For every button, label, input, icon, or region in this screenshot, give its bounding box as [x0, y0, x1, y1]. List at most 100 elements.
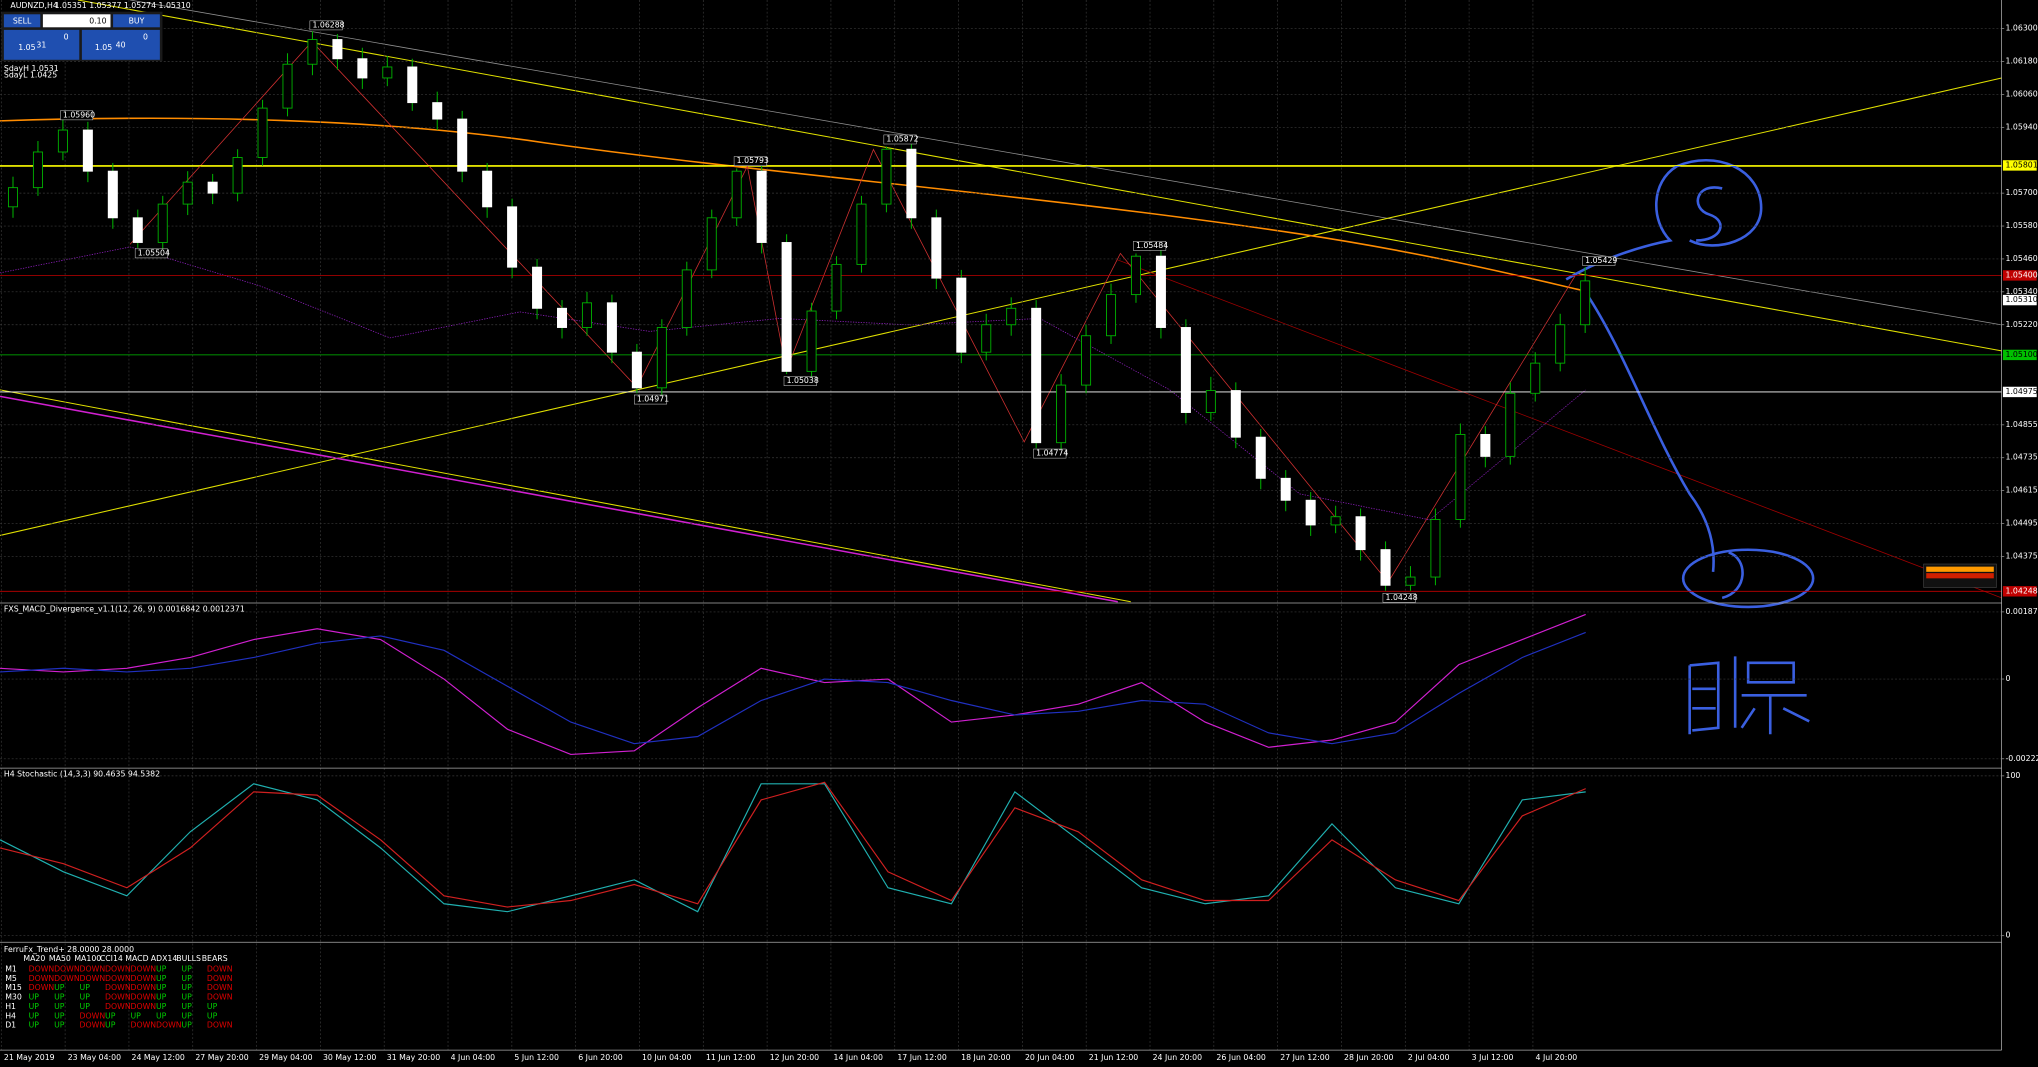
- handwriting: [1565, 158, 1763, 281]
- trend-cell: UP: [156, 974, 167, 983]
- pivot-label: 1.05038: [787, 376, 819, 385]
- trend-cell: UP: [181, 974, 192, 983]
- trend-cell: DOWN: [105, 974, 131, 983]
- x-tick-label: 30 May 12:00: [323, 1053, 376, 1062]
- x-tick-label: 28 Jun 20:00: [1344, 1053, 1393, 1062]
- trend-cell: UP: [156, 993, 167, 1002]
- sell-button[interactable]: [3, 14, 41, 28]
- buy-sup: 0: [143, 33, 148, 42]
- pivot-label: 1.04971: [637, 395, 669, 404]
- trend-line: [0, 77, 2002, 536]
- column-header: BULLS: [176, 954, 201, 963]
- trend-cell: DOWN: [105, 965, 131, 974]
- candle-body: [1155, 255, 1166, 328]
- x-tick-label: 24 Jun 20:00: [1153, 1053, 1202, 1062]
- lot-input[interactable]: [42, 14, 111, 28]
- x-tick-label: 3 Jul 12:00: [1472, 1053, 1514, 1062]
- candle-body: [1031, 307, 1042, 444]
- pivot-box: [309, 20, 343, 31]
- candle-body: [32, 151, 43, 189]
- y-tick-label: 1.04735: [2006, 453, 2038, 462]
- column-header: MA50: [49, 954, 71, 963]
- y-tick-label: 1.05460: [2006, 254, 2038, 263]
- candle-body: [7, 187, 19, 208]
- y-tick-label: 1.06060: [2006, 89, 2038, 98]
- row-label: D1: [5, 1021, 16, 1030]
- trend-cell: DOWN: [130, 1021, 156, 1030]
- level-box: [2002, 349, 2037, 361]
- candle-body: [1006, 307, 1017, 326]
- pivot-label: 1.05504: [138, 248, 170, 257]
- column-header: MA20: [23, 954, 45, 963]
- trend-cell: DOWN: [207, 974, 233, 983]
- trend-cell: UP: [29, 1021, 40, 1030]
- indicator-line: [0, 783, 1586, 913]
- candle-body: [132, 217, 143, 243]
- candle-body: [906, 148, 917, 219]
- y-tick-label: 0: [2006, 931, 2011, 940]
- pivot-label: 1.04248: [1386, 593, 1418, 602]
- pivot-label: 1.05960: [63, 110, 95, 119]
- candle-body: [1355, 516, 1366, 551]
- y-tick-label: 1.05700: [2006, 188, 2038, 197]
- candle-body: [1106, 294, 1117, 337]
- x-tick-label: 6 Jun 20:00: [578, 1053, 623, 1062]
- level-box: [2002, 270, 2037, 281]
- pivot-box: [1582, 256, 1616, 266]
- info-bar: [1926, 566, 1994, 572]
- trend-cell: DOWN: [156, 1021, 182, 1030]
- pivot-box: [733, 156, 767, 166]
- trend-cell: DOWN: [130, 1002, 156, 1011]
- candle-body: [981, 324, 992, 353]
- info-bar: [1926, 573, 1994, 579]
- candle-body: [1555, 324, 1566, 364]
- handwriting: [1688, 551, 1810, 735]
- sell-big: 31: [36, 40, 46, 49]
- trend-cell: UP: [156, 1002, 167, 1011]
- pivot-label: 1.05793: [737, 156, 769, 165]
- candle-body: [1130, 255, 1141, 296]
- trend-cell: UP: [156, 1011, 167, 1020]
- candle-body: [1530, 362, 1541, 394]
- x-tick-label: 4 Jun 04:00: [451, 1053, 496, 1062]
- panel-title: H4 Stochastic (14,3,3) 90.4635 94.5382: [4, 770, 160, 779]
- level-label: 1.04248: [2006, 586, 2038, 595]
- y-tick-label: 1.05340: [2006, 287, 2038, 296]
- trend-cell: UP: [181, 993, 192, 1002]
- trend-cell: UP: [181, 1021, 192, 1030]
- buy-label: BUY: [129, 16, 145, 25]
- x-tick-label: 21 Jun 12:00: [1089, 1053, 1138, 1062]
- x-tick-label: 26 Jun 04:00: [1216, 1053, 1265, 1062]
- sell-sup: 0: [64, 33, 69, 42]
- y-tick-label: 1.04495: [2006, 519, 2038, 528]
- buy-price[interactable]: [81, 29, 160, 60]
- y-tick-label: 1.04615: [2006, 486, 2038, 495]
- trend-cell: DOWN: [207, 1021, 233, 1030]
- level-box: [2002, 160, 2037, 171]
- trend-cell: UP: [54, 983, 65, 992]
- trend-cell: UP: [181, 1011, 192, 1020]
- sell-price[interactable]: [3, 29, 80, 60]
- x-tick-label: 11 Jun 12:00: [706, 1053, 755, 1062]
- column-header: ADX14: [151, 954, 178, 963]
- candle-body: [207, 181, 218, 194]
- buy-button[interactable]: [113, 14, 160, 28]
- pivot-label: 1.05429: [1585, 256, 1617, 265]
- column-header: CCI14: [100, 954, 123, 963]
- column-header: MACD: [125, 954, 148, 963]
- candle-body: [931, 217, 942, 279]
- trend-cell: UP: [105, 1011, 116, 1020]
- x-tick-label: 27 May 20:00: [195, 1053, 248, 1062]
- lot-value: 0.10: [89, 16, 106, 25]
- level-label: 1.05310: [2006, 295, 2038, 304]
- trend-cell: DOWN: [80, 974, 106, 983]
- candle-body: [432, 102, 443, 120]
- level-box: [2002, 586, 2037, 597]
- candle-body: [1205, 390, 1216, 413]
- candle-body: [1305, 499, 1316, 526]
- candle-body: [257, 107, 268, 158]
- y-tick-label: -0.0022225: [2006, 754, 2038, 763]
- symbol: AUDNZD,H4: [10, 1, 57, 10]
- trend-cell: DOWN: [207, 983, 233, 992]
